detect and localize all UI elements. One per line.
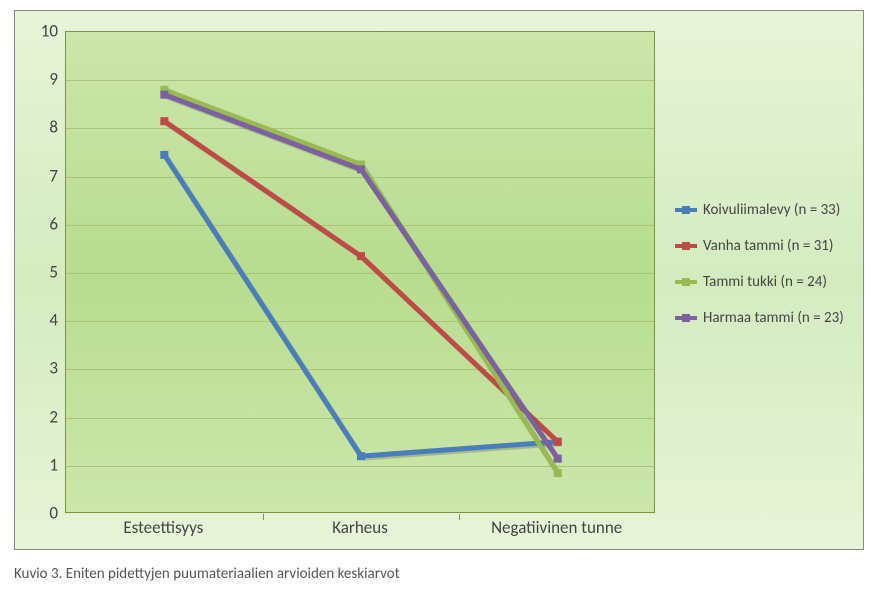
- y-tick-label: 8: [28, 117, 58, 138]
- legend-swatch: [675, 208, 697, 212]
- y-tick-label: 9: [28, 69, 58, 90]
- series-line: [164, 155, 557, 456]
- legend-swatch: [675, 244, 697, 248]
- legend-item: Koivuliimalevy (n = 33): [675, 201, 870, 219]
- series-marker: [160, 91, 168, 99]
- legend-item: Vanha tammi (n = 31): [675, 237, 870, 255]
- y-tick-label: 6: [28, 213, 58, 234]
- legend-label: Koivuliimalevy (n = 33): [703, 201, 840, 219]
- y-tick-label: 0: [28, 503, 58, 524]
- category-tick: [263, 514, 264, 520]
- series-line: [164, 95, 557, 459]
- y-tick-label: 3: [28, 358, 58, 379]
- series-lines: [66, 32, 656, 514]
- y-tick-label: 2: [28, 406, 58, 427]
- category-tick: [459, 514, 460, 520]
- legend-swatch: [675, 280, 697, 284]
- series-marker: [357, 452, 365, 460]
- series-marker: [554, 438, 562, 446]
- caption: Kuvio 3. Eniten pidettyjen puumateriaali…: [14, 565, 400, 583]
- series-marker: [160, 117, 168, 125]
- legend-label: Harmaa tammi (n = 23): [703, 309, 844, 327]
- x-tick-label: Negatiivinen tunne: [491, 517, 622, 538]
- x-tick-label: Karheus: [332, 517, 388, 538]
- y-tick-label: 4: [28, 310, 58, 331]
- y-tick-label: 5: [28, 262, 58, 283]
- legend-item: Harmaa tammi (n = 23): [675, 309, 870, 327]
- chart-frame: 0 1 2 3 4 5 6 7 8 9 10 Esteettisyys Karheus Negatiiv…: [14, 10, 864, 550]
- legend-item: Tammi tukki (n = 24): [675, 273, 870, 291]
- x-tick-label: Esteettisyys: [123, 517, 203, 538]
- legend-label: Tammi tukki (n = 24): [703, 273, 827, 291]
- legend: Koivuliimalevy (n = 33) Vanha tammi (n = …: [675, 201, 870, 345]
- series-marker: [357, 252, 365, 260]
- legend-swatch: [675, 316, 697, 320]
- legend-label: Vanha tammi (n = 31): [703, 237, 833, 255]
- series-marker: [357, 165, 365, 173]
- series-marker: [554, 469, 562, 477]
- y-tick-label: 10: [28, 21, 58, 42]
- series-line: [164, 90, 557, 473]
- y-tick-label: 7: [28, 165, 58, 186]
- y-tick-label: 1: [28, 454, 58, 475]
- series-marker: [160, 151, 168, 159]
- plot-area: [65, 31, 655, 513]
- series-marker: [554, 455, 562, 463]
